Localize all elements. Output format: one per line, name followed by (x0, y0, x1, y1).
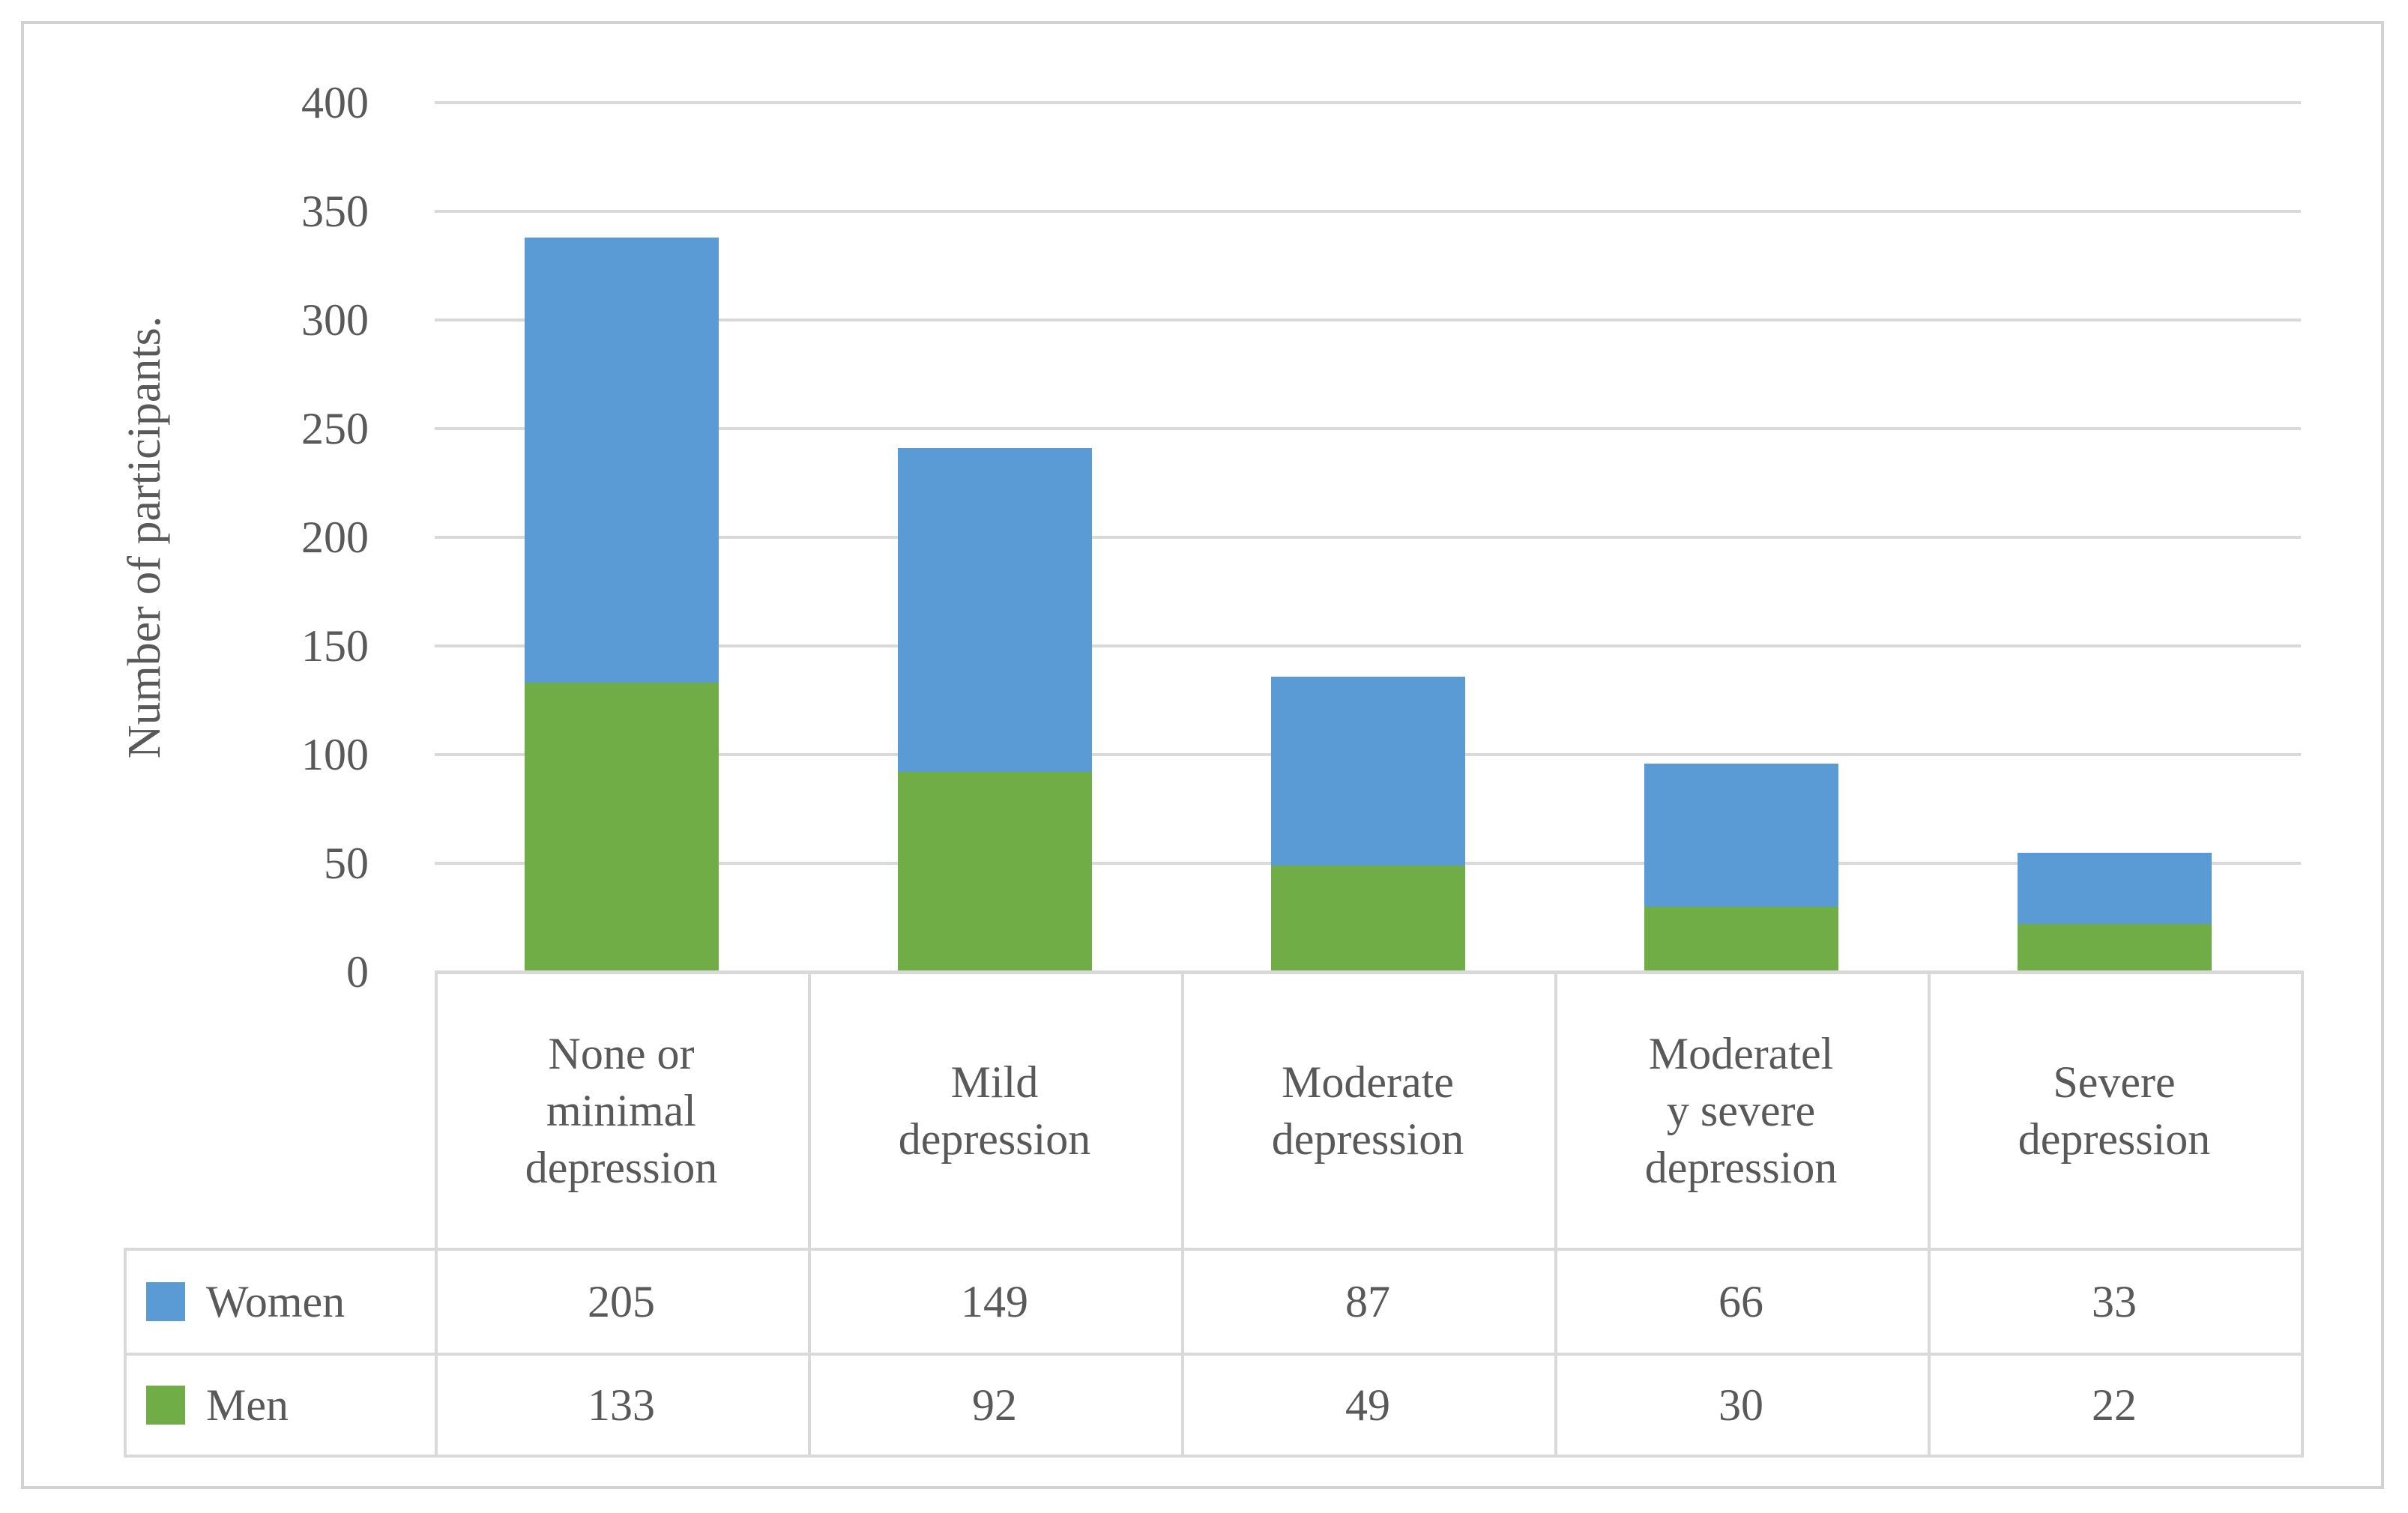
y-tick-label: 250 (301, 404, 369, 453)
category-header: Severe depression (1928, 973, 2301, 1248)
gridline (435, 644, 2301, 647)
legend-item-men: Men (124, 1356, 435, 1455)
bar-none-or-minimal (524, 237, 719, 972)
table-border (2301, 970, 2304, 1458)
plot-area (435, 101, 2301, 972)
table-border (124, 1353, 2304, 1356)
category-header-line: None or (548, 1029, 695, 1078)
bar-segment-men (897, 772, 1092, 972)
table-border (435, 970, 438, 1458)
bar-segment-women (1270, 676, 1465, 866)
bar-segment-women (524, 237, 719, 683)
category-header: Mild depression (808, 973, 1181, 1248)
bar-segment-women (1644, 763, 1838, 907)
category-header-line: Moderate (1282, 1057, 1454, 1107)
category-header-line: minimal (546, 1086, 696, 1135)
table-value-men: 49 (1345, 1380, 1390, 1430)
bar-segment-men (1644, 907, 1838, 972)
category-header: None or minimal depression (435, 973, 808, 1248)
table-value-women: 87 (1345, 1276, 1390, 1326)
gridline (435, 210, 2301, 213)
bar-segment-men (2017, 924, 2212, 972)
category-header-line: depression (898, 1114, 1091, 1164)
table-border (124, 1248, 2304, 1251)
category-header-line: Severe (2053, 1057, 2176, 1107)
y-tick-label: 50 (324, 839, 369, 888)
bar-segment-women (2017, 852, 2212, 925)
category-header-line: y severe (1666, 1086, 1816, 1135)
category-header-line: depression (1271, 1114, 1464, 1164)
y-tick-label: 150 (301, 621, 369, 671)
table-border (808, 970, 811, 1458)
y-tick-label: 350 (301, 187, 369, 236)
table-border (1181, 970, 1184, 1458)
category-header-line: Mild (950, 1057, 1039, 1107)
men-legend-label: Men (206, 1380, 289, 1430)
y-tick-label: 400 (301, 78, 369, 127)
y-tick-label: 200 (301, 513, 369, 562)
category-header-line: depression (2018, 1114, 2211, 1164)
table-border (1928, 970, 1931, 1458)
women-legend-label: Women (206, 1276, 345, 1326)
category-header-line: depression (525, 1143, 718, 1192)
table-border (124, 1248, 127, 1458)
table-value-women: 66 (1719, 1276, 1763, 1326)
bar-moderately-severe (1644, 763, 1838, 972)
gridline (435, 318, 2301, 321)
table-value-men: 30 (1719, 1380, 1763, 1430)
table-value-women: 205 (588, 1276, 655, 1326)
table-value-women: 33 (2092, 1276, 2137, 1326)
y-tick-label: 0 (346, 947, 369, 997)
category-header: Moderatel y severe depression (1554, 973, 1928, 1248)
category-header-line: depression (1644, 1143, 1838, 1192)
bar-severe (2017, 852, 2212, 972)
bar-mild (897, 448, 1092, 972)
legend-item-women: Women (124, 1251, 435, 1353)
bar-moderate (1270, 676, 1465, 972)
y-tick-label: 300 (301, 295, 369, 345)
category-header-line: Moderatel (1648, 1029, 1834, 1078)
table-border (1554, 970, 1557, 1458)
table-value-men: 92 (972, 1380, 1017, 1430)
bar-segment-men (1270, 865, 1465, 972)
bar-segment-men (524, 683, 719, 972)
gridline (435, 101, 2301, 104)
category-header: Moderate depression (1181, 973, 1554, 1248)
gridline (435, 536, 2301, 539)
women-legend-swatch (146, 1282, 185, 1321)
y-tick-label: 100 (301, 730, 369, 779)
y-axis-title: Number of participants. (119, 315, 170, 759)
gridline (435, 427, 2301, 430)
bar-segment-women (897, 448, 1092, 773)
men-legend-swatch (146, 1386, 185, 1425)
table-value-men: 22 (2092, 1380, 2137, 1430)
table-value-women: 149 (961, 1276, 1028, 1326)
table-border (435, 970, 2304, 974)
table-value-men: 133 (588, 1380, 655, 1430)
table-border (124, 1455, 2304, 1458)
